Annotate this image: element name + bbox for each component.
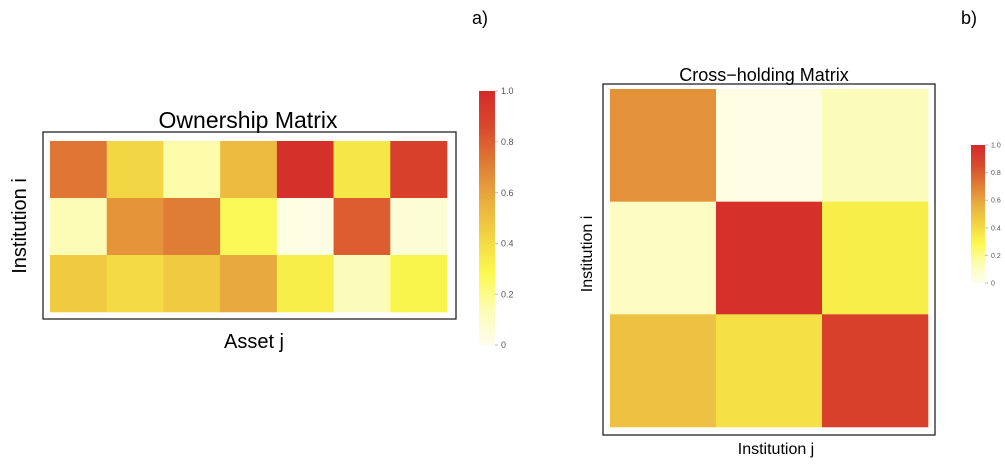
heatmap-cell-r2-c4 xyxy=(276,255,334,313)
heatmap-cell-r2-c1 xyxy=(106,255,164,313)
ownership-matrix-frame xyxy=(42,131,457,320)
heatmap-cell-r1-c1 xyxy=(106,198,164,256)
heatmap-cell-r1-c2 xyxy=(822,201,929,315)
heatmap-cell-r0-c2 xyxy=(822,89,929,202)
ownership-matrix-cells xyxy=(50,141,448,313)
heatmap-cell-r0-c4 xyxy=(276,141,334,199)
ownership-matrix-panel: Ownership Matrix Asset j Institution i 0… xyxy=(9,86,514,353)
ownership-matrix-ylabel: Institution i xyxy=(9,178,31,274)
colorbar-tick-label: 0 xyxy=(991,280,995,287)
ownership-colorbar: 0 0.2 0.4 0.6 0.8 1.0 xyxy=(479,86,514,350)
ownership-matrix-title: Ownership Matrix xyxy=(159,107,338,133)
colorbar-tick-label: 0.2 xyxy=(991,253,1001,260)
panel-b-label: b) xyxy=(961,8,977,28)
colorbar-tick-label: 0.4 xyxy=(991,225,1001,232)
heatmap-cell-r0-c3 xyxy=(220,141,278,199)
heatmap-cell-r2-c2 xyxy=(822,314,929,428)
cross-holding-matrix-panel: Cross−holding Matrix Institution j Insti… xyxy=(579,65,1001,458)
cross-holding-matrix-ylabel: Institution i xyxy=(579,216,596,292)
heatmap-cell-r1-c0 xyxy=(610,201,717,315)
colorbar-tick-label: 0.4 xyxy=(501,239,514,249)
heatmap-cell-r1-c5 xyxy=(333,198,391,256)
heatmap-cell-r1-c0 xyxy=(50,198,108,256)
cross-holding-matrix-frame xyxy=(602,83,936,436)
heatmap-cell-r1-c6 xyxy=(390,198,448,256)
colorbar-gradient xyxy=(479,91,495,345)
heatmap-cell-r2-c3 xyxy=(220,255,278,313)
colorbar-tick-label: 0.8 xyxy=(991,170,1001,177)
heatmap-cell-r2-c6 xyxy=(390,255,448,313)
heatmap-cell-r0-c0 xyxy=(610,89,717,202)
heatmap-cell-r0-c5 xyxy=(333,141,391,199)
heatmap-cell-r1-c2 xyxy=(163,198,221,256)
colorbar-tick-label: 0.6 xyxy=(991,198,1001,205)
heatmap-cell-r2-c0 xyxy=(50,255,108,313)
cross-holding-matrix-title: Cross−holding Matrix xyxy=(679,65,849,85)
cross-holding-matrix-xlabel: Institution j xyxy=(738,441,814,458)
heatmap-cell-r0-c6 xyxy=(390,141,448,199)
colorbar-tick-label: 0 xyxy=(501,340,506,350)
heatmap-cell-r1-c4 xyxy=(276,198,334,256)
cross-holding-matrix-cells xyxy=(610,89,929,428)
colorbar-tick-label: 0.8 xyxy=(501,137,514,147)
colorbar-tick-label: 1.0 xyxy=(991,142,1001,149)
panel-a-label: a) xyxy=(472,8,488,28)
heatmap-cell-r0-c1 xyxy=(716,89,823,202)
heatmap-cell-r0-c1 xyxy=(106,141,164,199)
heatmap-cell-r2-c5 xyxy=(333,255,391,313)
colorbar-tick-label: 0.2 xyxy=(501,289,514,299)
heatmap-cell-r2-c0 xyxy=(610,314,717,428)
colorbar-tick-label: 1.0 xyxy=(501,86,514,96)
cross-holding-colorbar: 0 0.2 0.4 0.6 0.8 1.0 xyxy=(971,142,1001,287)
heatmap-cell-r2-c2 xyxy=(163,255,221,313)
ownership-matrix-xlabel: Asset j xyxy=(224,331,284,353)
heatmap-cell-r0-c0 xyxy=(50,141,108,199)
colorbar-tick-label: 0.6 xyxy=(501,188,514,198)
heatmap-cell-r1-c3 xyxy=(220,198,278,256)
heatmap-cell-r2-c1 xyxy=(716,314,823,428)
heatmap-cell-r0-c2 xyxy=(163,141,221,199)
colorbar-gradient xyxy=(971,145,985,283)
heatmap-cell-r1-c1 xyxy=(716,201,823,315)
